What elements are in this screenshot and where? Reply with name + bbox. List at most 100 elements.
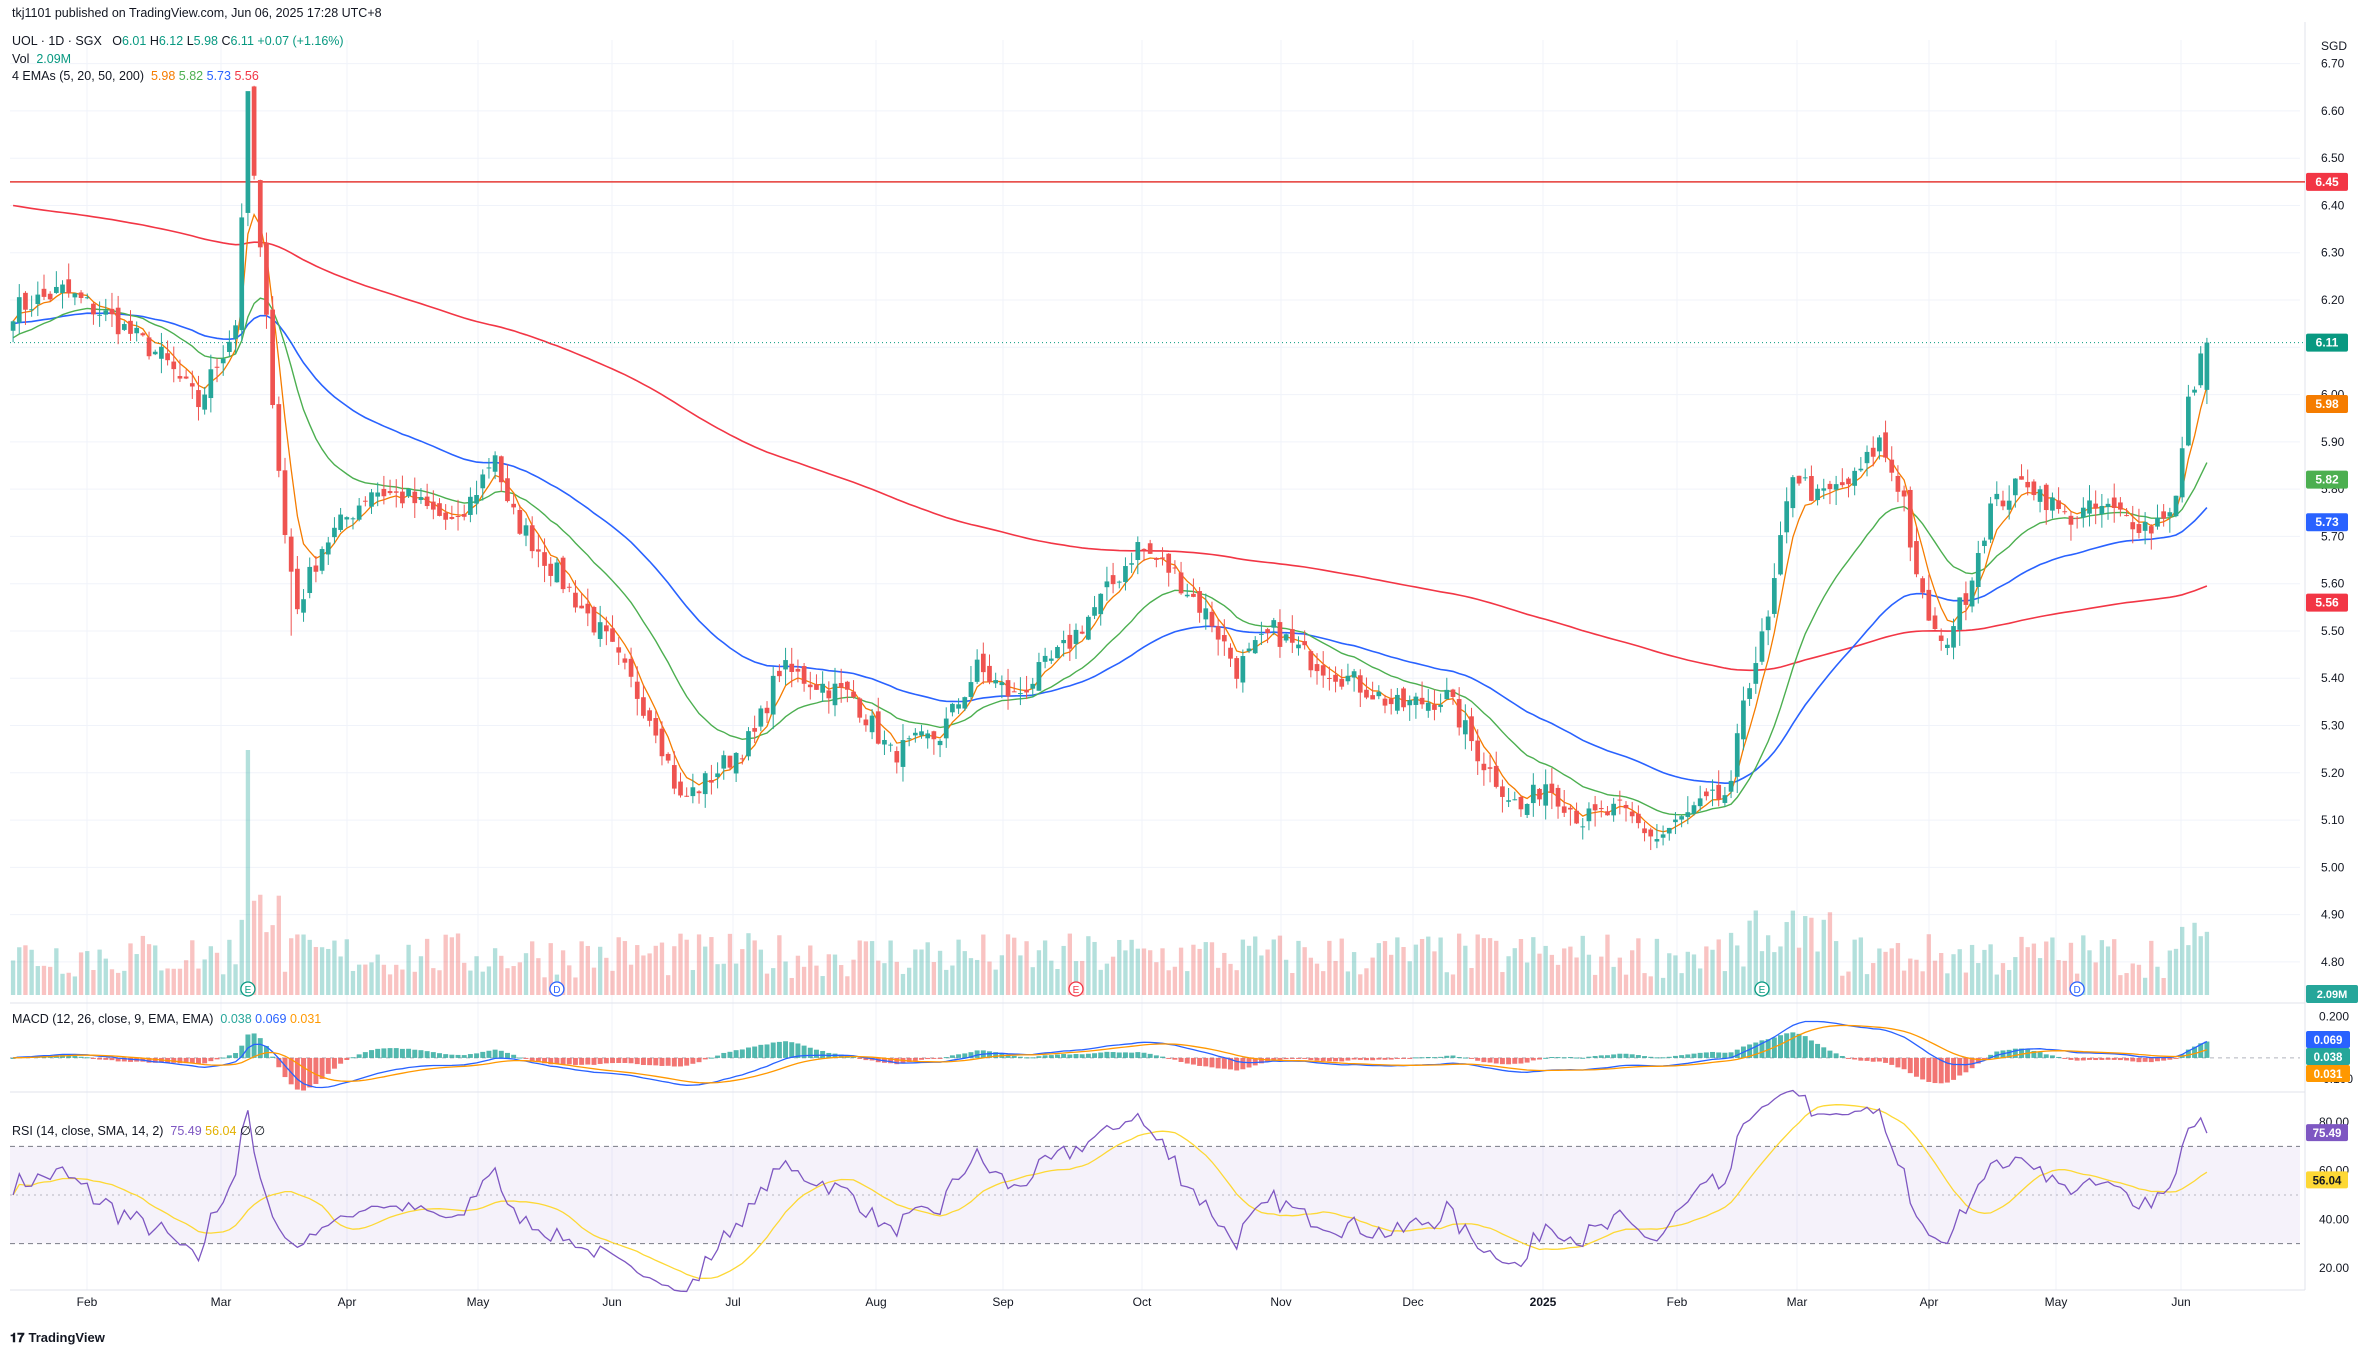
- candle-body: [1042, 655, 1048, 662]
- volume-bar: [579, 941, 584, 995]
- candle-body: [1994, 493, 2000, 500]
- volume-bar: [2149, 940, 2154, 995]
- macd-histogram-bar: [1425, 1056, 1431, 1058]
- candle-body: [2099, 505, 2105, 515]
- candle-body: [770, 675, 776, 715]
- candle-body: [2025, 481, 2031, 488]
- candle-body: [362, 500, 368, 502]
- candle-body: [801, 666, 807, 684]
- candle-body: [1561, 806, 1567, 813]
- candle-body: [424, 496, 430, 507]
- macd-histogram-bar: [412, 1049, 418, 1058]
- macd-histogram-bar: [1487, 1057, 1493, 1063]
- volume-bar: [913, 949, 918, 995]
- volume-bar: [1642, 973, 1647, 995]
- volume-bar: [1914, 959, 1919, 995]
- volume-bar: [140, 935, 146, 995]
- macd-histogram-bar: [1005, 1054, 1011, 1058]
- volume-bar: [1698, 968, 1703, 995]
- volume-legend: Vol 2.09M: [12, 52, 72, 66]
- candle-body: [2192, 389, 2197, 393]
- macd-hist-value: 0.038: [220, 1012, 252, 1026]
- volume-bar: [1234, 970, 1239, 995]
- macd-histogram-bar: [1283, 1057, 1289, 1060]
- macd-histogram-bar: [1716, 1052, 1722, 1058]
- volume-bar: [1382, 941, 1388, 995]
- macd-histogram-bar: [943, 1057, 949, 1059]
- candle-body: [1821, 488, 1827, 491]
- candle-body: [1543, 784, 1549, 806]
- candle-body: [375, 492, 381, 497]
- macd-histogram-bar: [1221, 1057, 1227, 1069]
- candle-body: [295, 568, 300, 610]
- macd-histogram-bar: [1666, 1056, 1672, 1058]
- macd-histogram-bar: [1166, 1057, 1172, 1059]
- macd-signal-value: 0.031: [289, 1012, 322, 1026]
- rsi-ma-line: [12, 1104, 2208, 1280]
- macd-histogram-bar: [257, 1038, 263, 1058]
- volume-bar: [2136, 964, 2142, 995]
- macd-histogram-bar: [1438, 1056, 1444, 1058]
- volume-bar: [783, 961, 788, 995]
- candle-body: [498, 456, 504, 483]
- candle-body: [2062, 511, 2068, 513]
- time-tick-label: Jul: [725, 1295, 740, 1309]
- price-tick-label: 6.20: [2321, 293, 2345, 307]
- macd-histogram-bar: [2173, 1057, 2179, 1059]
- macd-histogram-bar: [1135, 1052, 1141, 1058]
- volume-bar: [771, 968, 776, 995]
- candle-body: [634, 681, 640, 699]
- candle-body: [412, 491, 418, 504]
- volume-bar: [2142, 977, 2148, 995]
- candle-body: [573, 592, 578, 608]
- candle-body: [1530, 784, 1536, 804]
- candle-body: [1765, 616, 1771, 631]
- macd-histogram-bar: [1314, 1057, 1320, 1061]
- candle-body: [863, 719, 869, 726]
- macd-histogram-bar: [1042, 1055, 1048, 1058]
- volume-bar: [319, 947, 325, 995]
- candle-body: [307, 566, 313, 594]
- volume-bar: [1160, 948, 1165, 995]
- macd-histogram-bar: [1901, 1057, 1907, 1070]
- macd-histogram-bar: [2056, 1056, 2062, 1058]
- rsi-ma-value: 56.04: [205, 1124, 237, 1138]
- candle-body: [1333, 674, 1338, 682]
- volume-bar: [375, 954, 380, 995]
- volume-bar: [1401, 947, 1406, 995]
- candle-body: [1166, 553, 1172, 573]
- volume-bar: [1104, 963, 1110, 995]
- volume-bar: [177, 968, 183, 995]
- macd-badge: [2306, 1048, 2350, 1065]
- volume-bar: [505, 968, 510, 995]
- candle-body: [23, 292, 28, 310]
- macd-histogram-bar: [1852, 1057, 1858, 1060]
- volume-bar: [1592, 974, 1598, 995]
- tradingview-logo-icon: 𝟏𝟕: [10, 1330, 25, 1345]
- volume-bar: [1098, 969, 1103, 995]
- macd-histogram-bar: [1184, 1057, 1190, 1064]
- macd-histogram-bar: [572, 1057, 578, 1065]
- macd-histogram-bar: [671, 1057, 677, 1067]
- volume-bar: [789, 977, 794, 995]
- candle-body: [492, 455, 498, 472]
- volume-bar: [1654, 938, 1660, 995]
- candle-body: [1864, 451, 1870, 464]
- candle-body: [1160, 557, 1165, 559]
- volume-bar: [1765, 935, 1771, 995]
- volume-bar: [2161, 977, 2166, 995]
- macd-histogram-bar: [196, 1057, 201, 1064]
- volume-bar: [1667, 953, 1672, 995]
- volume-bar: [214, 952, 220, 995]
- candle-body: [1215, 626, 1221, 640]
- volume-bar: [536, 958, 541, 995]
- candle-body: [159, 346, 164, 359]
- time-tick-label: Oct: [1133, 1295, 1152, 1309]
- macd-histogram-bar: [1759, 1040, 1765, 1058]
- candle-body: [1623, 804, 1629, 809]
- volume-bar: [1518, 939, 1524, 995]
- volume-bar: [1586, 954, 1592, 995]
- macd-histogram-bar: [721, 1052, 727, 1058]
- candle-body: [906, 738, 912, 740]
